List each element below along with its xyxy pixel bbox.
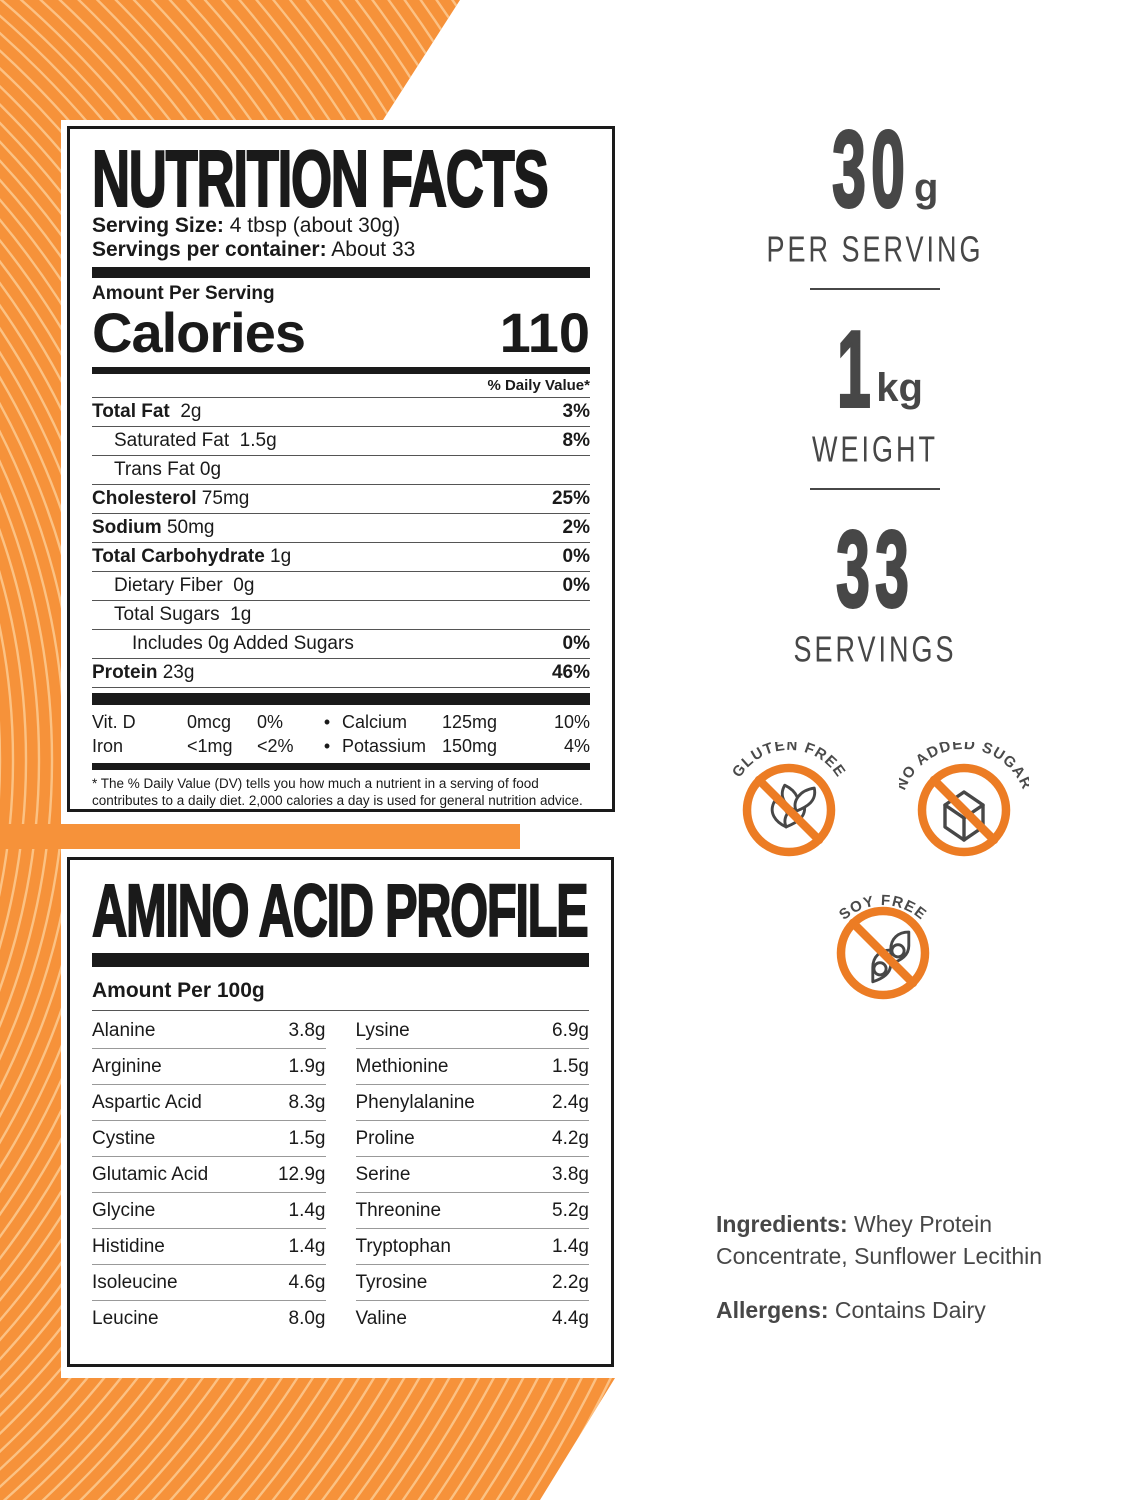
- svg-text:GLUTEN FREE: GLUTEN FREE: [729, 742, 849, 781]
